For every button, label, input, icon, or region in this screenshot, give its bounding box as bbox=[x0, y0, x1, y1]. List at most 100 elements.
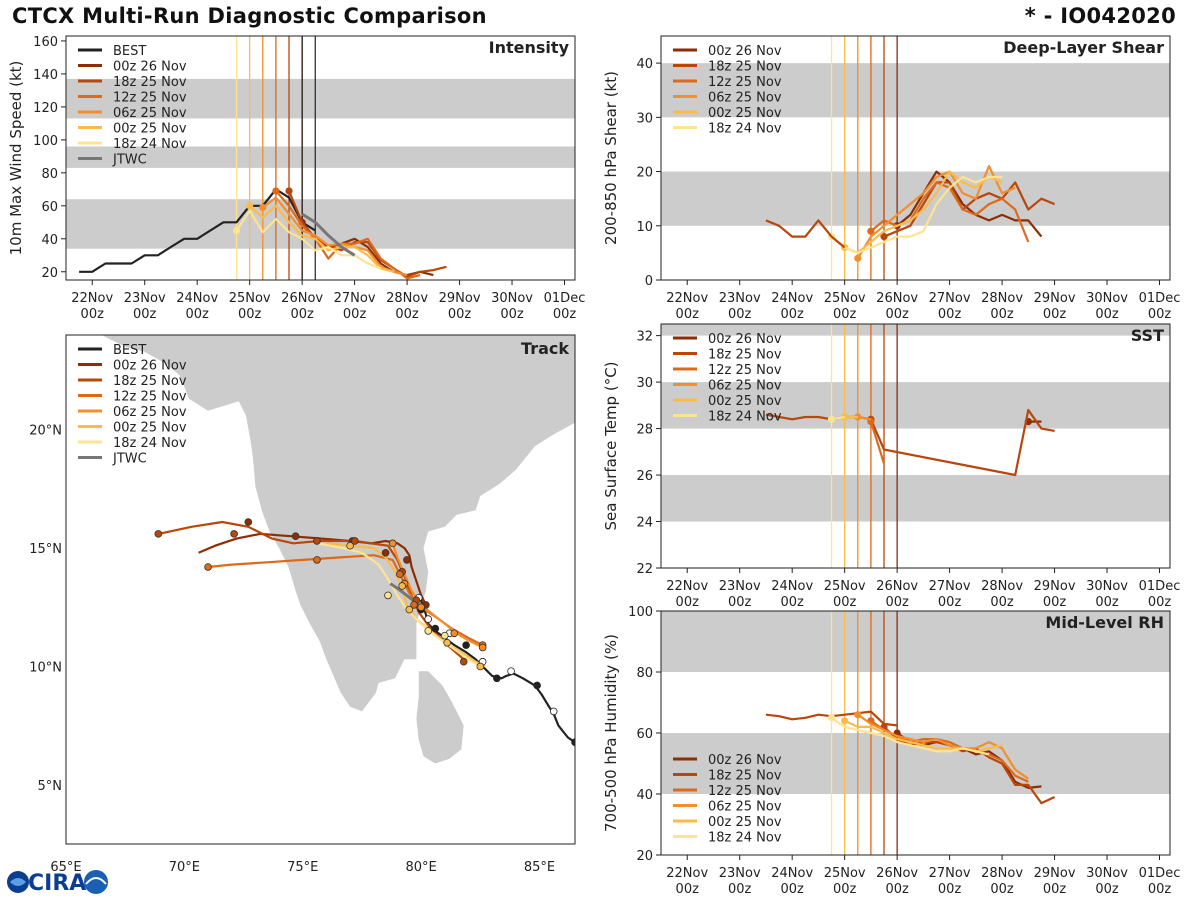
ylabel-intensity: 10m Max Wind Speed (kt) bbox=[7, 61, 25, 256]
xtick-day-shear-7: 29Nov bbox=[1034, 291, 1076, 306]
track-dot-0-4 bbox=[493, 674, 501, 683]
plot-area-intensity bbox=[66, 36, 575, 280]
cira-logo-text: CIRA bbox=[28, 871, 86, 896]
xtick-day-rh-2: 24Nov bbox=[771, 866, 813, 881]
xtick-hour-intensity-3: 00z bbox=[238, 307, 262, 322]
panel-title-intensity: Intensity bbox=[489, 38, 570, 57]
track-dot-0-3 bbox=[507, 667, 515, 675]
init-dot-intensity-4 bbox=[259, 203, 267, 212]
panel-title-sst: SST bbox=[1131, 326, 1164, 345]
panel-shear: 01020304022Nov00z23Nov00z24Nov00z25Nov00… bbox=[602, 35, 1180, 322]
land-sri-lanka bbox=[416, 671, 464, 764]
init-dot-intensity-5 bbox=[246, 202, 254, 210]
xtick-day-intensity-6: 28Nov bbox=[386, 291, 428, 306]
legend-label-intensity-3: 12z 25 Nov bbox=[113, 91, 187, 106]
track-1 bbox=[198, 532, 427, 606]
xtick-day-sst-1: 23Nov bbox=[719, 579, 761, 594]
xtick-day-shear-6: 28Nov bbox=[981, 291, 1023, 306]
track-dot-0-1 bbox=[549, 707, 558, 716]
xtick-hour-shear-2: 00z bbox=[780, 307, 804, 322]
xtick-hour-sst-8: 00z bbox=[1095, 595, 1119, 610]
track-dot-0-9 bbox=[424, 615, 433, 623]
track-dot-5-2 bbox=[405, 605, 414, 614]
xtick-hour-sst-7: 00z bbox=[1043, 595, 1067, 610]
ytick-label-shear-0: 0 bbox=[645, 274, 653, 289]
xtick-day-rh-8: 30Nov bbox=[1086, 866, 1128, 881]
xtick-day-rh-9: 01Dec bbox=[1139, 866, 1181, 881]
band-sst-0 bbox=[661, 475, 1170, 522]
xtick-day-intensity-1: 23Nov bbox=[124, 291, 166, 306]
band-sst-1 bbox=[661, 382, 1170, 429]
xtick-day-rh-7: 29Nov bbox=[1034, 866, 1076, 881]
track-dot-3-2 bbox=[396, 570, 404, 578]
frame-intensity bbox=[65, 35, 576, 281]
plot-area-rh bbox=[661, 611, 1170, 855]
legend-label-rh-5: 18z 24 Nov bbox=[708, 831, 782, 846]
track-dot-1-5 bbox=[244, 518, 253, 526]
ytick-label-rh-1: 40 bbox=[636, 788, 653, 803]
track-ytick-label-3: 20°N bbox=[29, 424, 62, 439]
series-intensity-7 bbox=[301, 212, 356, 257]
ytick-label-intensity-1: 40 bbox=[41, 233, 58, 248]
frame-sst bbox=[660, 323, 1171, 569]
xtick-hour-intensity-1: 00z bbox=[133, 307, 157, 322]
ylabel-rh: 700-500 hPa Humidity (%) bbox=[602, 634, 620, 832]
xtick-hour-sst-5: 00z bbox=[938, 595, 962, 610]
xtick-hour-intensity-2: 00z bbox=[185, 307, 209, 322]
xtick-day-intensity-2: 24Nov bbox=[176, 291, 218, 306]
legend-label-shear-0: 00z 26 Nov bbox=[708, 44, 782, 59]
xtick-day-rh-5: 27Nov bbox=[929, 866, 971, 881]
xtick-hour-rh-1: 00z bbox=[728, 882, 752, 897]
init-dot-intensity-3 bbox=[272, 187, 280, 195]
series-intensity-6 bbox=[235, 209, 382, 270]
xtick-day-sst-2: 24Nov bbox=[771, 579, 813, 594]
xtick-day-rh-1: 23Nov bbox=[719, 866, 761, 881]
track-dot-5-1 bbox=[443, 638, 451, 647]
legend-label-intensity-2: 18z 25 Nov bbox=[113, 75, 187, 90]
track-dot-4-0 bbox=[478, 643, 487, 652]
xtick-hour-shear-4: 00z bbox=[885, 307, 909, 322]
series-sst-2 bbox=[869, 408, 1055, 477]
xtick-hour-rh-9: 00z bbox=[1148, 882, 1172, 897]
track-dot-5-3 bbox=[398, 582, 406, 590]
xtick-hour-intensity-4: 00z bbox=[290, 307, 314, 322]
xtick-day-sst-6: 28Nov bbox=[981, 579, 1023, 594]
track-dot-6-2 bbox=[384, 591, 392, 600]
legend-label-track-1: 00z 26 Nov bbox=[113, 359, 187, 374]
xtick-hour-rh-4: 00z bbox=[885, 882, 909, 897]
ytick-label-intensity-7: 160 bbox=[33, 35, 58, 50]
xtick-hour-shear-7: 00z bbox=[1043, 307, 1067, 322]
xtick-day-intensity-8: 30Nov bbox=[491, 291, 533, 306]
frame-track bbox=[65, 334, 576, 845]
track-dot-5-4 bbox=[346, 541, 354, 550]
ytick-label-sst-4: 30 bbox=[636, 376, 653, 391]
series-intensity-5 bbox=[248, 204, 395, 273]
legend-label-track-2: 18z 25 Nov bbox=[113, 374, 187, 389]
land-india bbox=[101, 335, 575, 712]
track-dot-2-3 bbox=[351, 537, 359, 545]
xtick-day-sst-9: 01Dec bbox=[1139, 579, 1181, 594]
track-dot-1-4 bbox=[291, 532, 300, 541]
track-4 bbox=[391, 542, 484, 649]
legend-label-track-4: 06z 25 Nov bbox=[113, 405, 187, 420]
xtick-day-sst-3: 25Nov bbox=[824, 579, 866, 594]
legend-label-shear-3: 06z 25 Nov bbox=[708, 91, 782, 106]
track-dot-4-1 bbox=[450, 629, 459, 638]
track-dot-0-2 bbox=[533, 681, 541, 690]
legend-label-intensity-1: 00z 26 Nov bbox=[113, 60, 187, 75]
xtick-day-intensity-3: 25Nov bbox=[229, 291, 271, 306]
plot-area-sst bbox=[661, 324, 1170, 568]
track-xtick-label-3: 80°E bbox=[405, 860, 436, 875]
ytick-label-sst-2: 26 bbox=[636, 469, 653, 484]
track-ytick-label-0: 5°N bbox=[38, 779, 63, 794]
track-dot-4-4 bbox=[388, 539, 397, 548]
xtick-hour-shear-5: 00z bbox=[938, 307, 962, 322]
legend-label-track-3: 12z 25 Nov bbox=[113, 390, 187, 405]
xtick-day-intensity-4: 26Nov bbox=[281, 291, 323, 306]
legend-label-intensity-7: JTWC bbox=[112, 153, 147, 168]
legend-label-sst-0: 00z 26 Nov bbox=[708, 332, 782, 347]
legend-label-intensity-0: BEST bbox=[113, 44, 146, 59]
panel-track: 65°E 70°E 75°E 80°E 85°E 5°N 10°N 15°N 20°N Track… bbox=[29, 334, 576, 875]
xtick-hour-intensity-8: 00z bbox=[500, 307, 524, 322]
